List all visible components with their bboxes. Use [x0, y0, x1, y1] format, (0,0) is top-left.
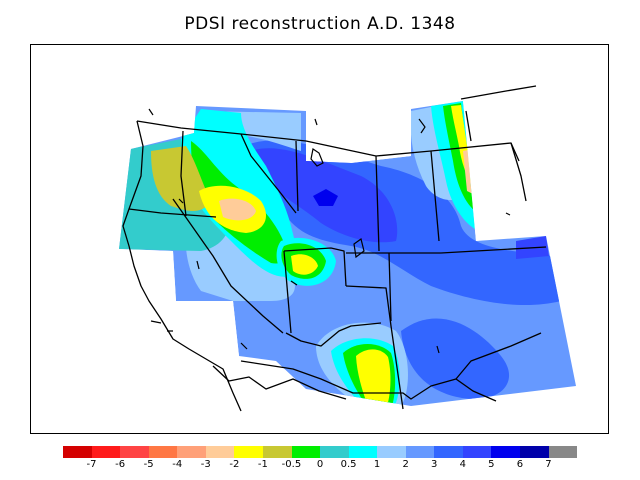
texas-border	[455, 332, 542, 380]
legend-swatch	[548, 446, 578, 458]
legend-swatch	[291, 446, 321, 458]
glacier-lake	[148, 108, 154, 116]
map-title: PDSI reconstruction A.D. 1348	[184, 14, 456, 34]
missouri-bend	[505, 212, 511, 216]
salton-sea	[240, 342, 248, 350]
canada-us-border	[136, 120, 520, 162]
idaho-montana-border	[240, 133, 297, 214]
california-nevada-border	[172, 198, 284, 334]
canada-east-line	[465, 110, 472, 142]
great-salt-lake	[353, 237, 365, 259]
field-driest-nw	[219, 198, 256, 221]
lake-tahoe	[178, 198, 184, 204]
mask-gap-east	[463, 96, 541, 241]
mask-pacific-ca	[119, 249, 239, 356]
bear-lake	[314, 118, 318, 126]
legend-swatch	[63, 446, 92, 458]
lake-mead	[290, 280, 298, 286]
dakota-middle-line	[430, 150, 440, 242]
field-dry-south	[356, 349, 391, 406]
legend-tick-label: -6	[115, 459, 126, 470]
legend-swatch	[205, 446, 235, 458]
pdsi-map	[119, 85, 576, 412]
legend-swatch	[491, 446, 520, 458]
legend-swatch	[405, 446, 435, 458]
legend-swatch	[234, 446, 263, 458]
legend-tick-label: 3	[431, 459, 438, 470]
yellowstone-lake	[310, 148, 324, 167]
legend-tick-label: 4	[459, 459, 466, 470]
legend-tick-label: -0.5	[281, 459, 302, 470]
nevada-utah-border	[283, 250, 292, 334]
legend-tick-label: -7	[86, 459, 97, 470]
colorado-new-mexico-border	[345, 285, 404, 410]
legend-swatch	[520, 446, 549, 458]
legend-swatch	[320, 446, 349, 458]
idaho-wyoming-border	[295, 140, 299, 212]
mask-gap-north	[306, 111, 351, 161]
mask-gap-northeast	[351, 109, 411, 163]
fort-peck-lake	[418, 118, 426, 134]
lakes-and-islands	[148, 108, 511, 354]
dakota-east-line	[510, 142, 527, 202]
idaho-west-border	[180, 130, 187, 217]
legend-swatch	[177, 446, 206, 458]
elephant-butte	[436, 345, 440, 354]
four-corners-line	[285, 322, 382, 347]
legend-tick-label: 5	[488, 459, 495, 470]
legend-colorbar	[63, 446, 578, 458]
legend-swatch	[377, 446, 406, 458]
channel-islands	[150, 320, 173, 332]
legend-swatch	[462, 446, 492, 458]
legend-swatch	[434, 446, 463, 458]
canada-northern-line	[460, 85, 537, 100]
legend-tick-label: -4	[172, 459, 183, 470]
legend-tick-label: -3	[200, 459, 211, 470]
map-frame	[30, 44, 609, 434]
legend-swatch	[262, 446, 292, 458]
utah-wyoming-border	[283, 247, 347, 287]
legend-tick-label: 2	[402, 459, 409, 470]
dakota-nebraska-border	[440, 246, 547, 254]
legend-tick-labels: -7 -6 -5 -4 -3 -2 -1 -0.5 0 0.5 1 2 3 4 5 6 7	[63, 459, 577, 473]
legend-swatch	[148, 446, 178, 458]
legend-swatch	[348, 446, 378, 458]
legend-swatch	[120, 446, 149, 458]
colorado-east-border	[388, 252, 392, 322]
pyramid-lake	[196, 260, 200, 270]
oregon-washington-border	[128, 208, 217, 218]
coastline-baja-inner	[212, 365, 347, 400]
legend-tick-label: -1	[257, 459, 268, 470]
coastline-west	[122, 120, 242, 412]
legend-tick-label: 1	[373, 459, 381, 470]
legend-tick-label: 7	[545, 459, 552, 470]
field-wet-southeast	[401, 318, 510, 400]
wyoming-east-border	[375, 155, 380, 252]
legend-tick-label: 0	[316, 459, 324, 470]
boundary-lines	[122, 85, 547, 412]
legend-tick-label: -5	[143, 459, 154, 470]
field-dry-central	[291, 254, 318, 275]
legend-tick-label: 6	[516, 459, 524, 470]
mexico-border	[240, 360, 497, 402]
legend-swatch	[91, 446, 121, 458]
field-wettest-cell	[313, 189, 338, 206]
legend-tick-label: 0.5	[340, 459, 357, 470]
legend-tick-label: -2	[229, 459, 240, 470]
